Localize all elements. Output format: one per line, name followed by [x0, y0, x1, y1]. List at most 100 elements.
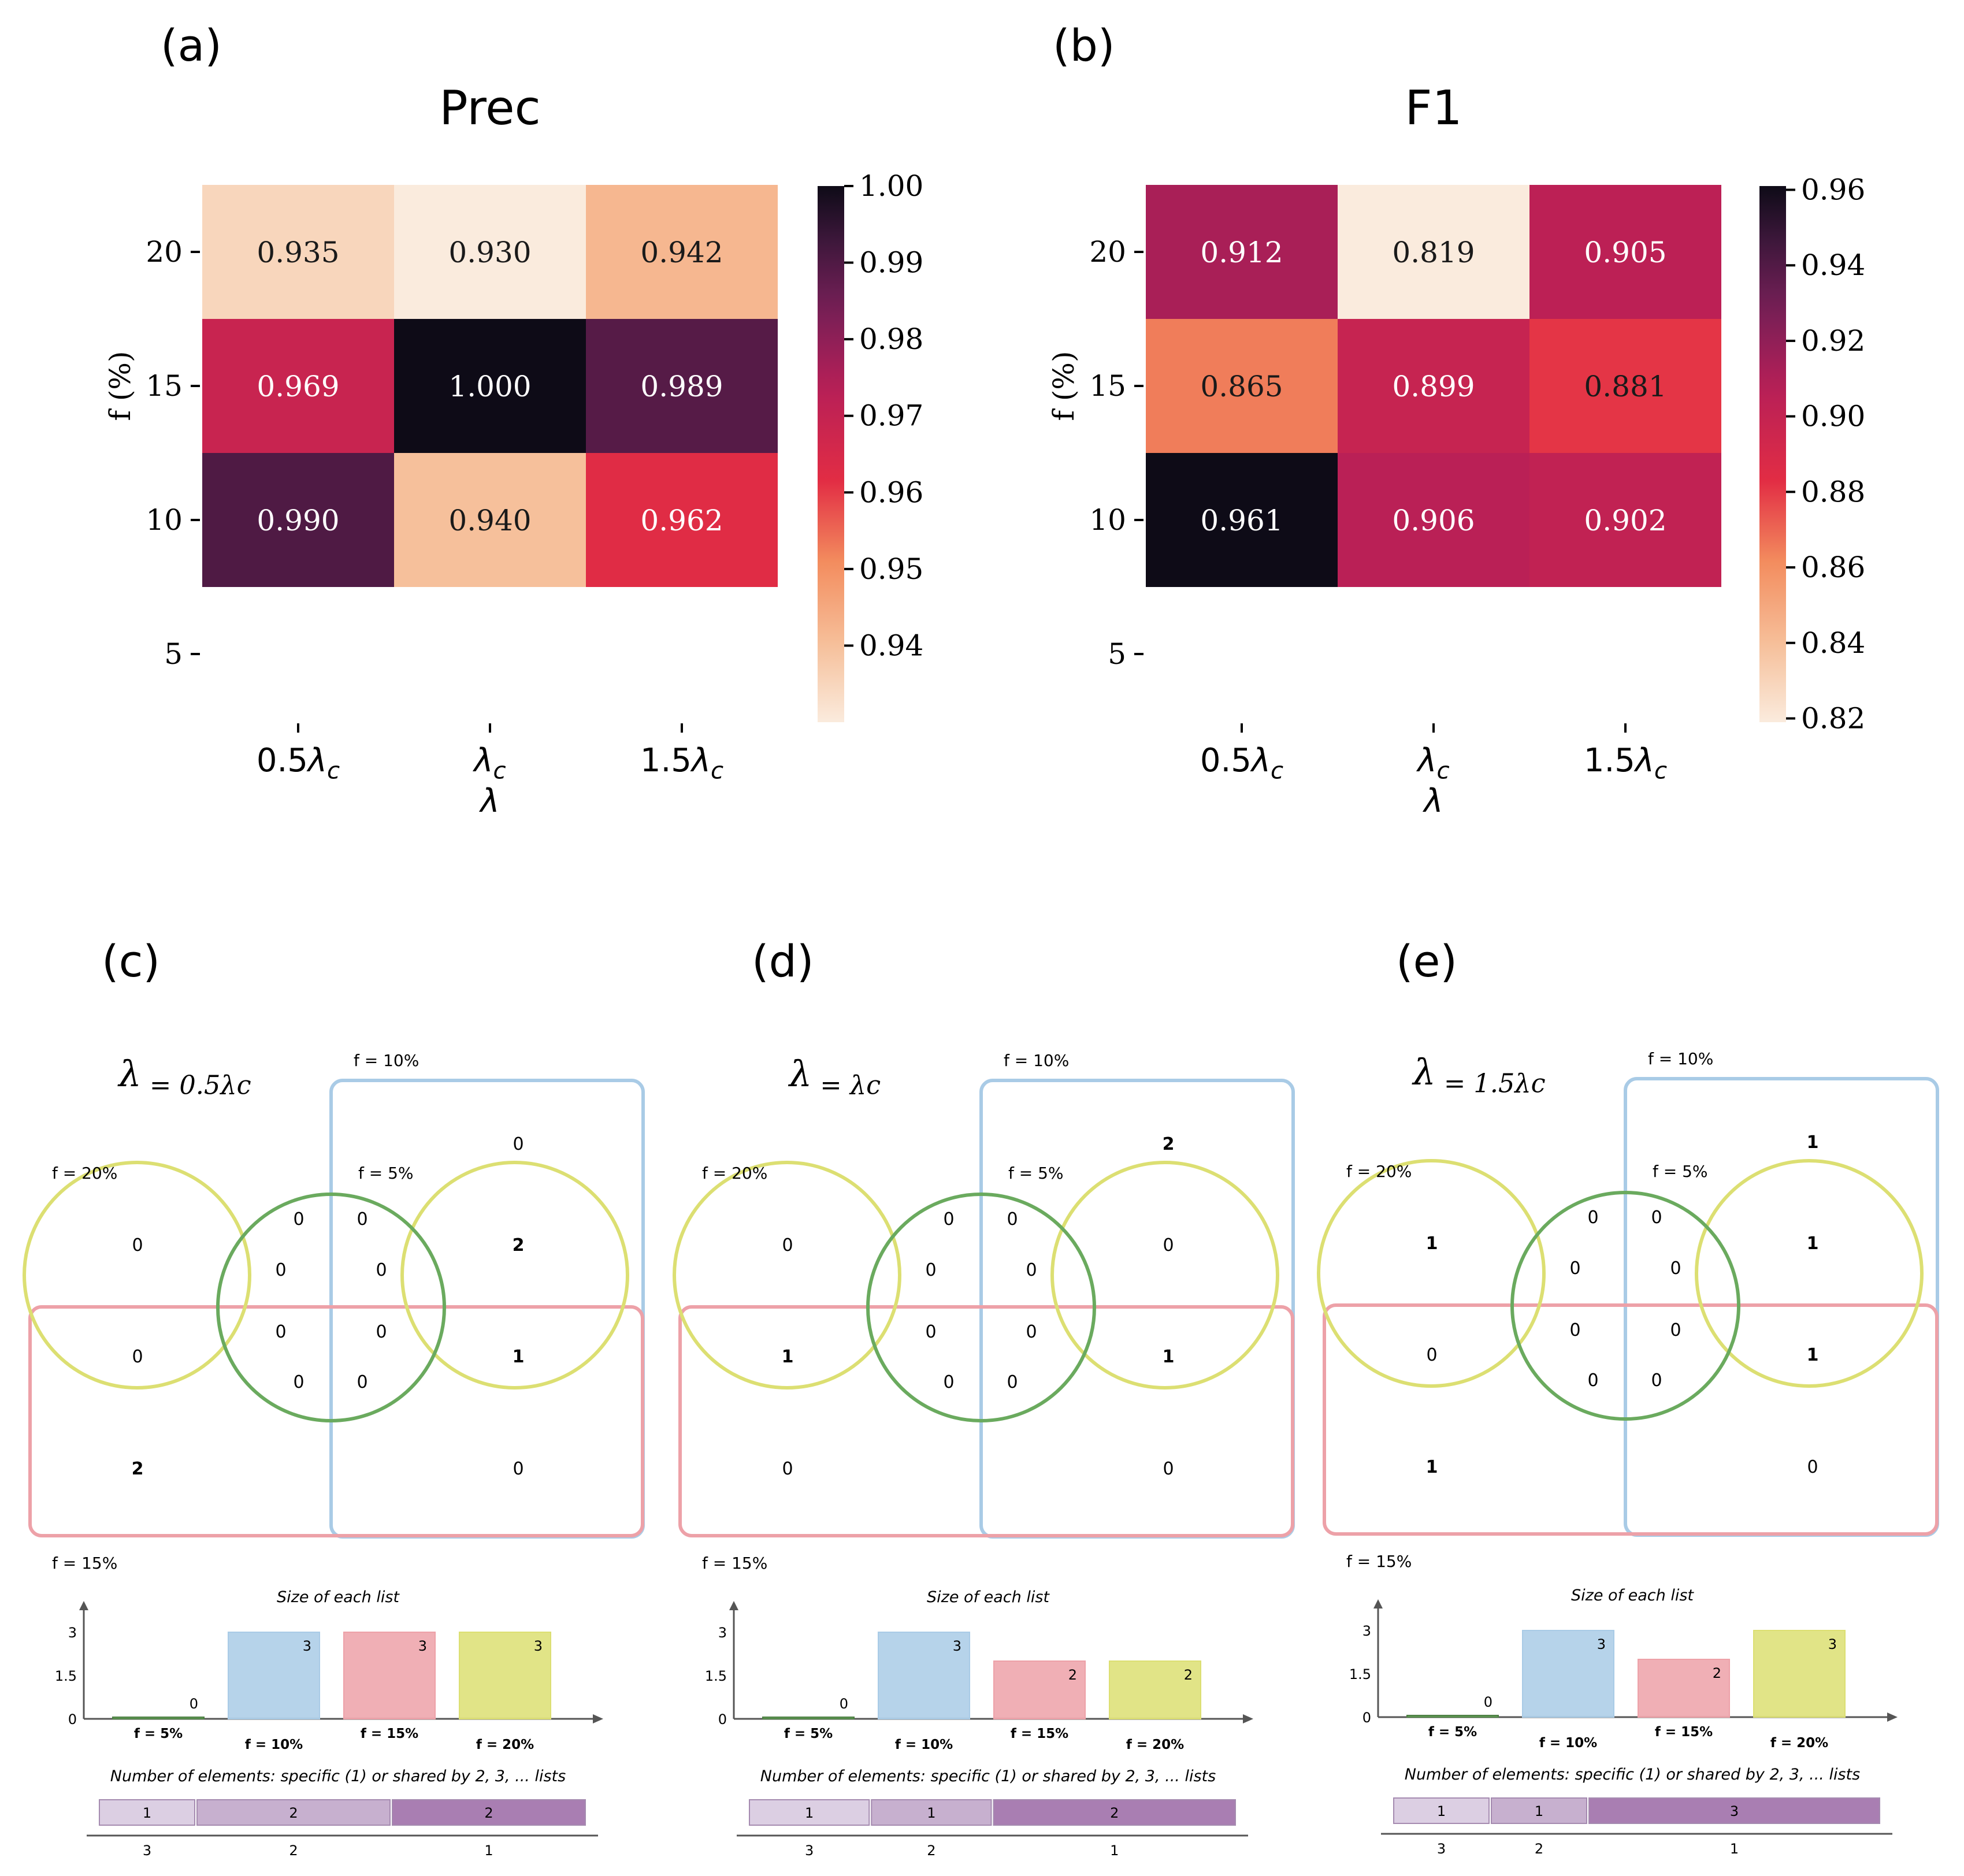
size-bar-category-label: f = 5% [784, 1726, 833, 1741]
set-f15-box [678, 1305, 1294, 1537]
x-tick-label: λc [472, 742, 506, 784]
y-tick-label: 20 [146, 235, 183, 269]
set-f15-box [1323, 1303, 1939, 1536]
region-count-inner-tr: 0 [1026, 1260, 1037, 1280]
region-count-inner-tl: 0 [925, 1260, 936, 1280]
heatmap-cell [586, 185, 778, 319]
set-f20-circle-left [23, 1161, 251, 1390]
size-chart-y-tick: 1.5 [1349, 1666, 1371, 1682]
colorbar-tick-label: 0.96 [1801, 173, 1865, 207]
size-bar-value-label: 2 [1184, 1667, 1193, 1683]
chart-title: Prec [439, 81, 540, 136]
region-count-left-top: 0 [132, 1235, 143, 1255]
shared-segment [196, 1799, 391, 1826]
lambda-equation-label: λ = λc [788, 1053, 881, 1101]
region-count-right-top: 2 [513, 1235, 525, 1255]
heatmap-cell [1529, 319, 1721, 453]
size-chart-y-tick: 1.5 [705, 1668, 727, 1684]
cell-value-label: 0.969 [257, 370, 339, 403]
size-chart-y-tick: 3 [1362, 1623, 1371, 1639]
region-count-left-top: 1 [1426, 1234, 1438, 1254]
region-count-inner-br: 0 [1670, 1320, 1681, 1340]
heatmap-panel-prec: (a) Prec 0.935 0.930 0.942 0.969 1.000 0.989 0.9… [103, 20, 923, 820]
shared-segment [871, 1799, 992, 1826]
x-axis-label: λ [478, 782, 499, 820]
cell-value-label: 0.905 [1584, 236, 1666, 269]
cell-value-label: 0.899 [1392, 370, 1475, 403]
set-label-f20: f = 20% [1346, 1162, 1412, 1181]
heatmap-cell [1529, 185, 1721, 319]
cell-value-label: 0.881 [1584, 370, 1666, 403]
region-count-left-top: 0 [782, 1235, 793, 1255]
x-tick-label: 1.5λc [1584, 742, 1667, 784]
region-count-bottom-right: 0 [1163, 1459, 1174, 1479]
region-count-inner-bl: 0 [275, 1322, 286, 1342]
shared-segment [1588, 1797, 1880, 1824]
size-bar [993, 1660, 1086, 1719]
size-chart-y-tick: 0 [1362, 1710, 1371, 1726]
heatmap-cell [394, 319, 586, 453]
set-f20-circle-left [673, 1161, 901, 1390]
colorbar-tick-label: 0.94 [1801, 248, 1865, 282]
set-f5-circle [866, 1193, 1096, 1422]
heatmap-cell [1146, 453, 1338, 587]
cell-value-label: 0.989 [640, 370, 723, 403]
shared-segment-value-label: 2 [1110, 1805, 1119, 1821]
shared-chart-title: Number of elements: specific (1) or shar… [1405, 1766, 1860, 1784]
shared-chart-title: Number of elements: specific (1) or shar… [760, 1767, 1216, 1785]
region-count-ring-tr: 0 [1651, 1208, 1662, 1228]
size-bar-category-label: f = 10% [895, 1737, 953, 1752]
heatmap-cell [202, 453, 394, 587]
x-axis-arrow [1243, 1714, 1253, 1723]
size-chart-y-tick: 0 [68, 1711, 77, 1728]
region-count-ring-bl: 0 [943, 1372, 954, 1392]
set-label-f5: f = 5% [1653, 1162, 1708, 1181]
set-f20-circle-right [400, 1161, 629, 1390]
region-count-left-bot: 0 [1426, 1345, 1437, 1365]
set-label-f15: f = 15% [1346, 1552, 1412, 1571]
colorbar-tick-label: 0.90 [1801, 400, 1865, 433]
region-count-inner-tl: 0 [1569, 1258, 1580, 1279]
size-chart-y-tick: 3 [718, 1625, 727, 1641]
cell-value-label: 0.935 [257, 236, 339, 269]
y-tick-label: 15 [1089, 369, 1126, 403]
set-label-f20: f = 20% [702, 1164, 767, 1183]
chart-title: F1 [1405, 81, 1462, 136]
shared-axis-label: 1 [484, 1842, 493, 1859]
y-tick-label: 15 [146, 369, 183, 403]
colorbar-tick-label: 0.95 [859, 552, 923, 586]
colorbar-tick-label: 0.82 [1801, 701, 1865, 735]
size-bar-value-label: 2 [1068, 1667, 1077, 1683]
colorbar-tick-label: 0.98 [859, 322, 923, 356]
size-bar-value-label: 3 [1597, 1636, 1606, 1652]
size-bar-value-label: 3 [1828, 1636, 1837, 1652]
region-count-right-bot: 1 [1163, 1347, 1175, 1367]
colorbar-tick-label: 0.86 [1801, 551, 1865, 584]
x-tick-label: 0.5λc [1200, 742, 1283, 784]
colorbar-tick-label: 0.99 [859, 246, 923, 280]
heatmap-cell [1146, 185, 1338, 319]
region-count-bottom-right: 0 [513, 1459, 524, 1479]
set-label-f10: f = 10% [1004, 1051, 1069, 1070]
colorbar-tick-label: 1.00 [859, 169, 923, 203]
colorbar-tick-label: 0.84 [1801, 626, 1865, 660]
region-count-left-bot: 0 [132, 1347, 143, 1367]
heatmap-cell [1338, 185, 1529, 319]
shared-segment-value-label: 1 [927, 1805, 935, 1821]
size-chart-title: Size of each list [277, 1588, 400, 1606]
shared-segment [749, 1799, 870, 1826]
region-count-inner-bl: 0 [925, 1322, 936, 1342]
shared-axis-label: 3 [1437, 1841, 1446, 1857]
x-axis-arrow [1887, 1712, 1898, 1722]
heatmap-cell [202, 319, 394, 453]
venn-panel-d: (d) λ = λc f = 10% f = 20% f = 5% f = 15% 2 0 0 0… [673, 935, 1295, 1859]
venn-panel-c: (c) λ = 0.5λc f = 10% f = 20% f = 5% f = 15% 0… [23, 935, 645, 1859]
shared-segment-value-label: 1 [1535, 1803, 1543, 1819]
shared-segment-value-label: 2 [289, 1805, 298, 1821]
size-chart-title: Size of each list [927, 1588, 1050, 1606]
colorbar-tick-label: 0.97 [859, 399, 923, 433]
shared-axis-label: 1 [1110, 1842, 1119, 1859]
size-bar-value-label: 2 [1713, 1665, 1721, 1681]
x-tick-label: λc [1416, 742, 1449, 784]
size-bar-category-label: f = 10% [245, 1737, 303, 1752]
